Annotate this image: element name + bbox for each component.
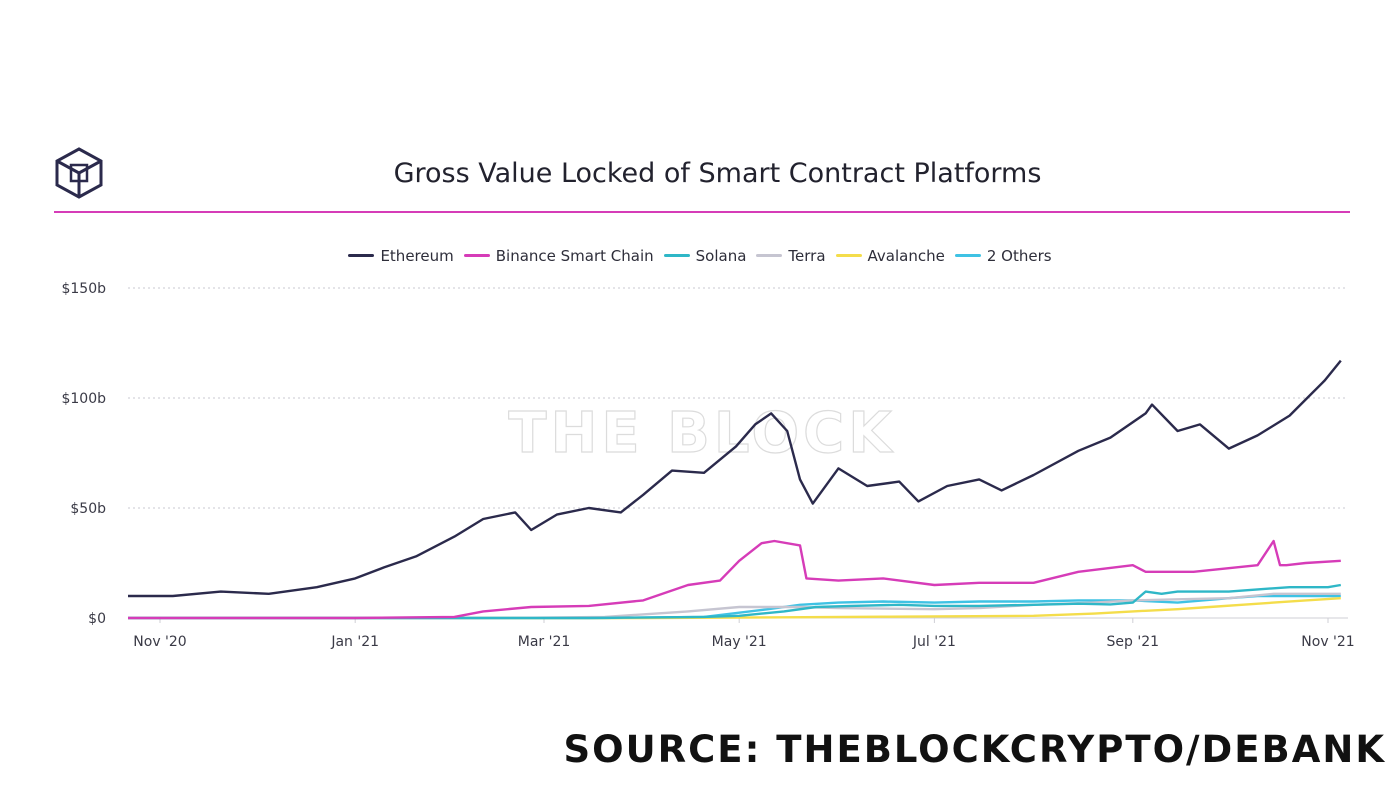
series-line-binance-smart-chain <box>128 539 1341 620</box>
legend-swatch <box>463 254 490 257</box>
chart-title: Gross Value Locked of Smart Contract Pla… <box>393 158 1042 189</box>
chart-legend: Ethereum Binance Smart Chain Solana Terra Av… <box>0 244 1400 265</box>
x-tick-label: Nov '21 <box>1301 634 1354 650</box>
legend-swatch <box>348 254 375 257</box>
legend-label: 2 Others <box>986 246 1052 265</box>
x-tick-label: Mar '21 <box>518 634 571 650</box>
the-block-logo <box>52 146 106 200</box>
legend-item[interactable]: Ethereum <box>348 246 454 265</box>
legend-item[interactable]: 2 Others <box>954 246 1052 265</box>
legend-item[interactable]: Solana <box>663 246 747 265</box>
x-tick-label: Jan '21 <box>330 634 379 650</box>
legend-label: Avalanche <box>867 246 945 265</box>
legend-item[interactable]: Avalanche <box>835 246 945 265</box>
legend-label: Ethereum <box>380 246 454 265</box>
series-line-solana <box>128 583 1342 620</box>
legend-swatch <box>835 254 862 257</box>
series-line-avalanche <box>128 597 1341 620</box>
legend-item[interactable]: Terra <box>756 246 826 265</box>
legend-label: Terra <box>788 246 826 265</box>
title-divider <box>54 211 1350 213</box>
legend-item[interactable]: Binance Smart Chain <box>463 246 654 265</box>
y-tick-label: $100b <box>61 391 106 407</box>
legend-swatch <box>663 254 690 257</box>
y-tick-label: $150b <box>61 281 106 297</box>
x-tick-label: Jul '21 <box>912 634 956 650</box>
series-line-ethereum <box>128 359 1342 598</box>
legend-swatch <box>954 254 981 257</box>
x-tick-label: Nov '20 <box>133 634 186 650</box>
legend-swatch <box>756 254 783 257</box>
x-tick-label: Sep '21 <box>1107 634 1160 650</box>
watermark-text: THE BLOCK <box>508 401 895 466</box>
x-tick-label: May '21 <box>712 634 767 650</box>
y-tick-label: $0 <box>88 611 106 627</box>
series-line-terra <box>128 592 1341 620</box>
legend-label: Solana <box>695 246 747 265</box>
y-tick-label: $50b <box>70 501 106 517</box>
source-caption: SOURCE: THEBLOCKCRYPTO/DEBANK <box>563 728 1386 771</box>
legend-label: Binance Smart Chain <box>495 246 654 265</box>
chart-canvas: THE BLOCK $0 $50b $100b $150b Nov '20 Jan '21 M… <box>61 281 1354 650</box>
